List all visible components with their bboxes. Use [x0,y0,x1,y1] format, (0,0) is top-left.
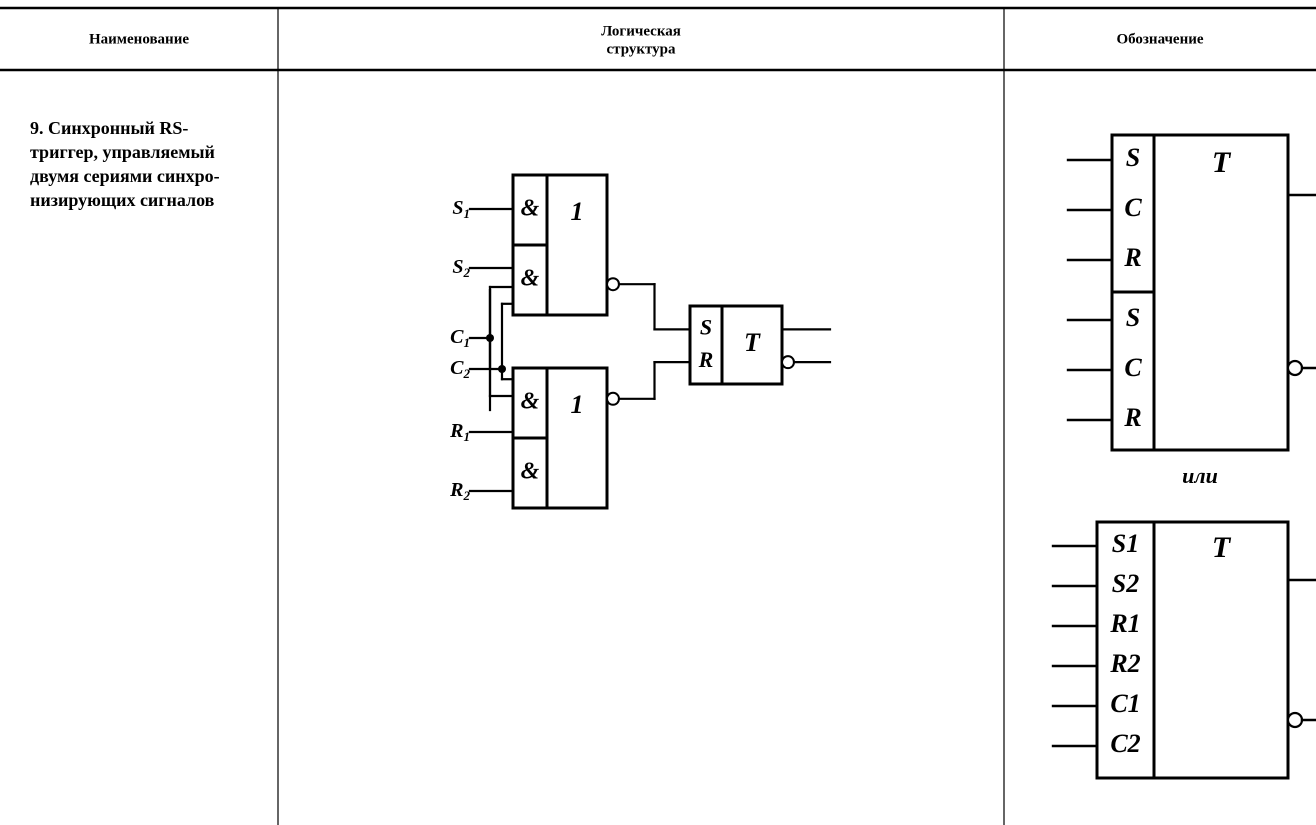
svg-text:двумя сериями синхро-: двумя сериями синхро- [30,166,220,186]
svg-text:T: T [1212,531,1232,564]
svg-text:S: S [700,314,712,339]
svg-text:S: S [1126,303,1140,332]
svg-text:9. Синхронный RS-: 9. Синхронный RS- [30,118,188,138]
svg-text:C2: C2 [450,357,470,381]
svg-text:R2: R2 [449,479,470,503]
svg-text:C: C [1124,193,1142,222]
svg-text:или: или [1182,463,1218,488]
svg-text:C: C [1124,353,1142,382]
symbol-numbered: T S1 S2 R1 R2 C1 C2 [1053,522,1316,778]
svg-text:T: T [1212,146,1232,179]
svg-text:C1: C1 [1110,689,1140,718]
svg-text:C2: C2 [1110,729,1140,758]
svg-text:&: & [521,266,540,292]
svg-text:R1: R1 [449,420,470,444]
svg-text:R2: R2 [1109,649,1140,678]
svg-text:&: & [521,389,540,415]
symbol-scr: TSCRSCRили [1068,135,1316,488]
svg-text:R1: R1 [1109,609,1140,638]
svg-text:R: R [698,347,714,372]
svg-text:R: R [1123,403,1141,432]
logic-structure: & & 1 & & 1 S1 S2 C1 C2 R1 R2 SR T [449,175,830,508]
svg-text:S1: S1 [452,197,470,221]
svg-text:триггер, управляемый: триггер, управляемый [30,142,215,162]
svg-text:&: & [521,459,540,485]
svg-text:1: 1 [571,197,584,226]
svg-text:T: T [744,328,761,357]
svg-text:Логическая: Логическая [601,23,681,39]
svg-text:низирующих сигналов: низирующих сигналов [30,190,215,210]
svg-text:S2: S2 [452,256,470,280]
svg-text:S1: S1 [1112,529,1139,558]
svg-text:S: S [1126,143,1140,172]
svg-text:структура: структура [606,41,676,57]
svg-text:C1: C1 [450,326,470,350]
svg-text:Обозначение: Обозначение [1116,31,1203,47]
svg-text:R: R [1123,243,1141,272]
svg-text:1: 1 [571,390,584,419]
diagram-canvas: Наименование Логическая структура Обозначен… [0,0,1316,825]
svg-text:Наименование: Наименование [89,31,189,47]
svg-text:&: & [521,196,540,222]
svg-text:S2: S2 [1112,569,1139,598]
